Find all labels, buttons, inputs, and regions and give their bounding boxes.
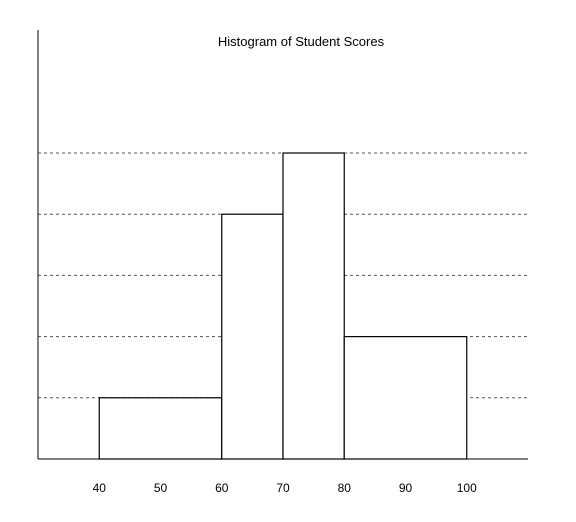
x-tick-label-90: 90 — [399, 481, 413, 495]
x-tick-label-40: 40 — [93, 481, 107, 495]
x-tick-label-80: 80 — [338, 481, 352, 495]
bar-80-100 — [343, 336, 468, 460]
x-tick-label-50: 50 — [154, 481, 168, 495]
x-tick-label-70: 70 — [276, 481, 290, 495]
x-tick-label-100: 100 — [457, 481, 477, 495]
x-tick-label-60: 60 — [215, 481, 229, 495]
bars — [98, 152, 468, 460]
axes — [37, 30, 528, 460]
bar-40-60 — [98, 397, 223, 460]
bar-60-70 — [221, 213, 284, 460]
bar-70-80 — [282, 152, 345, 460]
chart-title: Histogram of Student Scores — [218, 34, 385, 49]
x-tick-labels: 40 50 60 70 80 90 100 — [93, 481, 478, 495]
